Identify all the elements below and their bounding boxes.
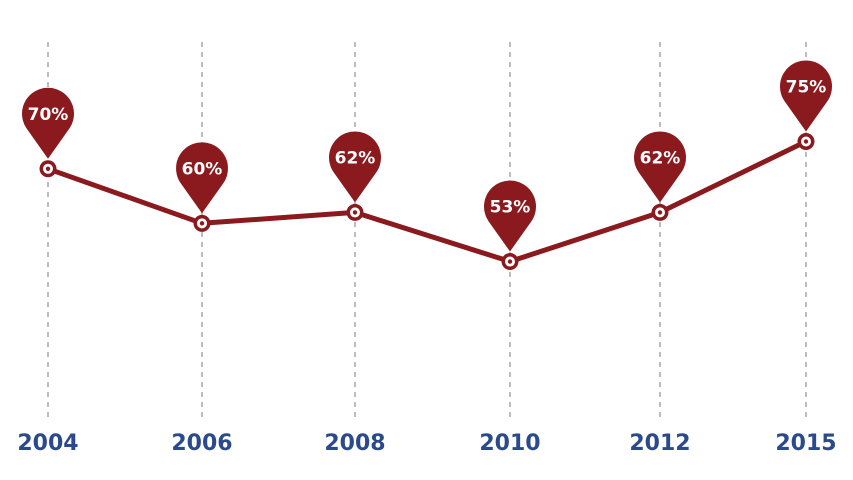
data-point-2015 — [797, 133, 815, 150]
pin-marker-icon — [329, 131, 382, 203]
data-label-2015: 75% — [786, 78, 827, 98]
pin-marker-icon — [21, 87, 74, 159]
data-point-2010 — [501, 253, 519, 271]
x-tick-label-2010: 2010 — [479, 431, 540, 456]
x-tick-label-2012: 2012 — [629, 431, 690, 456]
x-axis: 2004 2006 2008 2010 2012 2015 — [17, 431, 836, 456]
data-label-2008: 62% — [335, 148, 376, 168]
data-point-2008 — [346, 203, 364, 221]
pin-marker-icon — [780, 60, 832, 132]
pin-2012: 62% — [634, 131, 686, 203]
data-point-2012 — [651, 203, 669, 221]
data-label-2004: 70% — [28, 105, 69, 125]
pin-2015: 75% — [780, 60, 832, 132]
data-label-2006: 60% — [182, 159, 223, 179]
x-tick-label-2015: 2015 — [775, 431, 836, 456]
data-point-2006 — [193, 214, 211, 232]
gridlines — [47, 42, 807, 422]
pin-2010: 53% — [484, 180, 536, 252]
data-label-2012: 62% — [640, 148, 681, 168]
pin-marker-icon — [634, 131, 686, 203]
data-markers — [39, 133, 815, 271]
pin-2004: 70% — [21, 87, 74, 159]
pin-marker-icon — [484, 180, 536, 252]
x-tick-label-2006: 2006 — [171, 431, 232, 456]
pin-marker-icon — [175, 142, 228, 214]
data-label-pins: 70% 60% 62% 53% 62% 75% — [21, 60, 832, 252]
data-point-2004 — [39, 160, 57, 178]
data-label-2010: 53% — [490, 198, 531, 218]
x-tick-label-2008: 2008 — [324, 431, 385, 456]
series-line-group — [45, 139, 809, 264]
series-line — [45, 139, 809, 264]
x-tick-label-2004: 2004 — [17, 431, 78, 456]
pin-2008: 62% — [329, 131, 382, 203]
pin-2006: 60% — [175, 142, 228, 214]
